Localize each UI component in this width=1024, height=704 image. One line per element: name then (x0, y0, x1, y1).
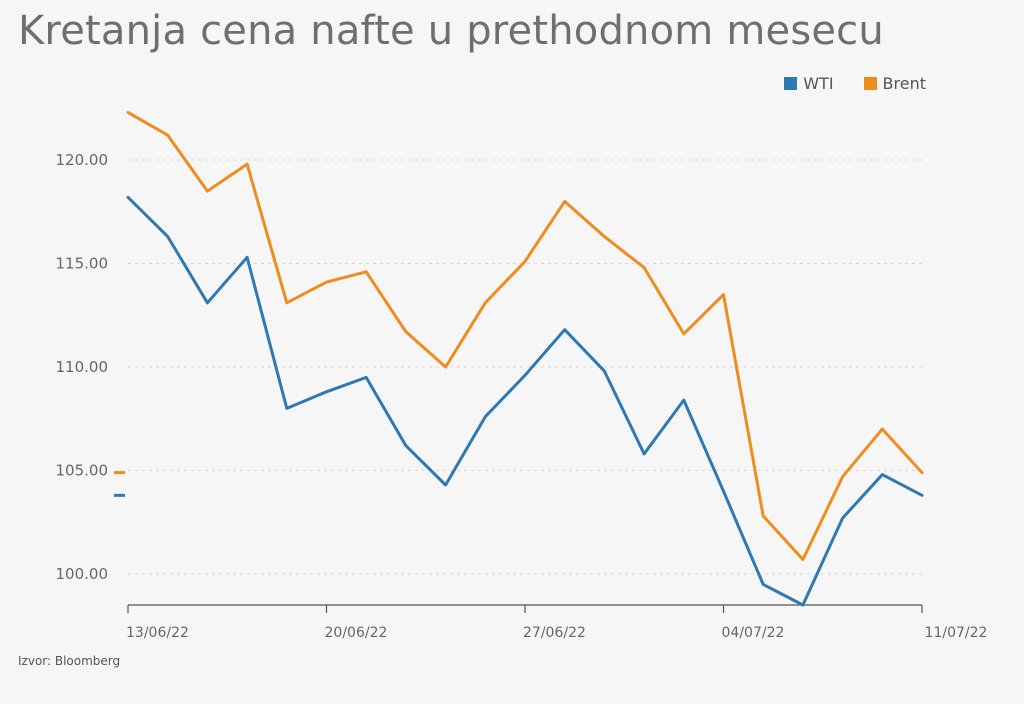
legend-swatch-brent (863, 77, 877, 90)
legend-item-brent: Brent (863, 74, 926, 93)
legend-swatch-wti (784, 77, 798, 90)
chart-title: Kretanja cena nafte u prethodnom mesecu (18, 8, 884, 54)
y-tick-label: 105.00 (56, 462, 109, 480)
x-tick-label: 13/06/22 (126, 625, 189, 641)
y-tick-label: 120.00 (56, 151, 109, 169)
legend-label-wti: WTI (803, 74, 834, 93)
series-line-wti (126, 195, 924, 607)
legend: WTI Brent (784, 74, 926, 93)
x-tick-label: 04/07/22 (722, 625, 785, 641)
legend-label-brent: Brent (882, 74, 926, 93)
y-tick-label: 100.00 (56, 565, 109, 583)
x-tick-label: 27/06/22 (523, 625, 586, 641)
y-tick-label: 110.00 (56, 358, 109, 376)
y-tick-label: 115.00 (56, 255, 109, 273)
x-tick-label: 11/07/22 (925, 625, 988, 641)
series-line-brent (126, 110, 924, 561)
legend-item-wti: WTI (784, 74, 834, 93)
source-note: Izvor: Bloomberg (18, 654, 121, 668)
x-tick-label: 20/06/22 (325, 625, 388, 641)
